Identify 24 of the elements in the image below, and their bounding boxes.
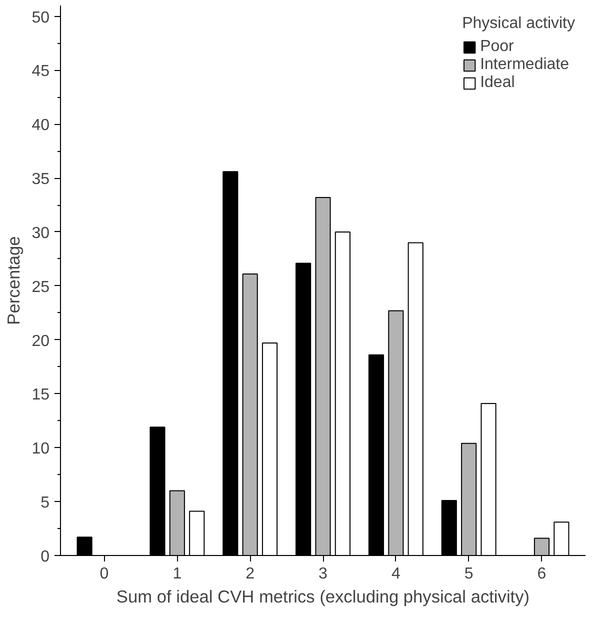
y-tick-label: 50 [32,9,50,26]
x-tick-label: 3 [318,566,328,582]
y-tick-label: 20 [32,332,50,350]
y-tick-label: 30 [32,224,50,242]
legend-label: Intermediate [480,56,570,74]
y-tick-label: 45 [32,63,50,80]
y-tick-label: 15 [32,386,50,404]
x-axis-title: Sum of ideal CVH metrics (excluding physical activity) [116,586,530,606]
x-tick-label: 4 [391,566,400,582]
x-tick-label: 0 [100,566,109,582]
x-tick-label: 5 [464,566,474,582]
x-tick-label: 6 [537,566,546,582]
x-tick-label: 2 [246,566,255,582]
legend-label: Ideal [480,74,515,92]
y-tick-label: 40 [32,117,50,134]
x-tick-label: 1 [172,566,182,582]
legend-label: Poor [480,38,514,56]
y-tick-label: 10 [32,440,50,458]
y-tick-label: 5 [40,494,50,512]
y-tick-label: 0 [40,548,50,566]
legend-title: Physical activity [462,15,575,33]
y-axis-title: Percentage [4,236,24,325]
y-tick-label: 25 [32,278,50,296]
y-tick-label: 35 [32,171,50,188]
